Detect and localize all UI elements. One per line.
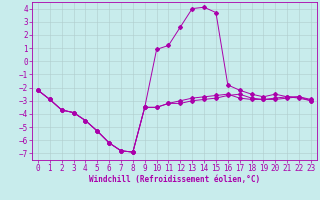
X-axis label: Windchill (Refroidissement éolien,°C): Windchill (Refroidissement éolien,°C): [89, 175, 260, 184]
